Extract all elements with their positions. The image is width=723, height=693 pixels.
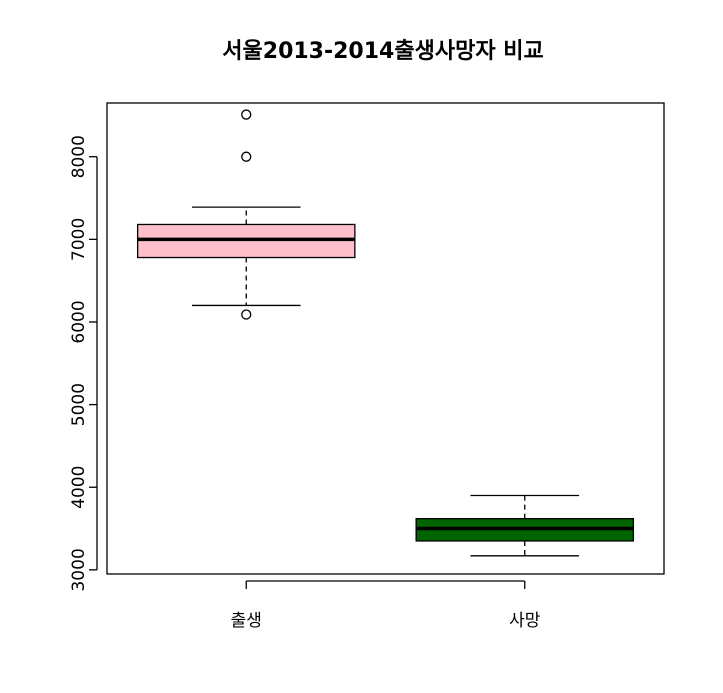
y-tick-label: 7000	[69, 218, 89, 261]
x-category-label: 출생	[231, 611, 262, 631]
plot-frame	[106, 102, 665, 575]
outlier-point	[241, 109, 252, 120]
y-tick-label: 3000	[69, 548, 89, 591]
y-axis: 3000 4000 5000 6000 7000 8000	[69, 135, 98, 592]
x-axis: 출생 사망	[231, 580, 541, 631]
y-tick-label: 8000	[69, 135, 89, 178]
outlier-point	[241, 151, 252, 162]
y-tick-label: 5000	[69, 383, 89, 426]
y-tick-label: 6000	[69, 300, 89, 343]
chart-title: 서울2013-2014출생사망자 비교	[222, 39, 543, 64]
box-2	[415, 494, 635, 557]
box-1	[136, 109, 356, 320]
x-category-label: 사망	[509, 611, 541, 631]
boxes	[136, 109, 635, 557]
y-tick-label: 4000	[69, 466, 89, 509]
outlier-point	[241, 309, 252, 320]
